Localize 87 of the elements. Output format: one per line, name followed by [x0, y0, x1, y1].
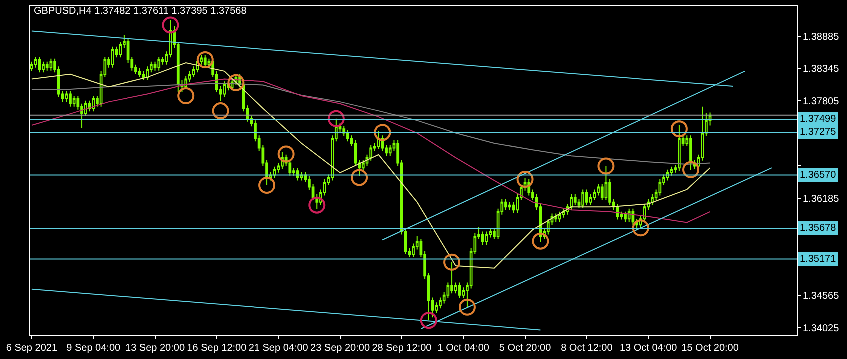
candlestick — [38, 56, 42, 74]
candlestick — [604, 166, 608, 202]
candlestick — [570, 194, 573, 211]
candlestick — [223, 81, 226, 98]
candlestick — [574, 194, 577, 206]
chart-title: GBPUSD,H4 1.37482 1.37611 1.37395 1.37568 — [34, 6, 248, 17]
ref-line-label: 1.35678 — [800, 223, 837, 234]
candlestick — [146, 66, 149, 81]
x-tick-label: 6 Sep 2021 — [6, 343, 58, 354]
x-tick-label: 1 Oct 04:00 — [438, 343, 490, 354]
point — [212, 102, 230, 120]
y-tick-label: 1.38885 — [803, 32, 840, 43]
x-tick-label: 15 Oct 20:00 — [682, 343, 740, 354]
point — [258, 177, 276, 194]
candlestick — [582, 189, 585, 209]
x-tick-label: 5 Oct 20:00 — [499, 343, 552, 354]
candlestick — [42, 61, 45, 74]
candlestick — [670, 166, 674, 176]
candlestick — [154, 61, 157, 72]
candlestick — [586, 189, 588, 206]
candlestick — [138, 68, 142, 78]
point — [458, 298, 476, 316]
point — [532, 232, 550, 250]
ref-line-label: 1.37275 — [800, 127, 837, 138]
candlestick — [46, 61, 49, 72]
candlestick — [485, 231, 488, 246]
x-tick-label: 9 Sep 04:00 — [66, 343, 122, 354]
candlestick — [508, 202, 512, 211]
point — [374, 124, 392, 142]
x-tick-label: 28 Sep 12:00 — [372, 343, 432, 354]
candlestick — [111, 46, 114, 68]
point — [162, 16, 180, 34]
candlestick — [554, 213, 558, 223]
candlestick — [65, 90, 68, 103]
candlestick — [34, 56, 38, 68]
point — [228, 74, 245, 92]
y-tick-label: 1.38345 — [803, 64, 840, 76]
point — [351, 169, 368, 186]
x-tick-label: 21 Sep 04:00 — [248, 343, 309, 354]
point — [308, 196, 326, 214]
candlestick — [628, 208, 631, 223]
candlestick — [142, 70, 146, 81]
candlestick — [504, 198, 508, 211]
point — [278, 146, 295, 163]
candlestick — [204, 54, 207, 68]
point — [178, 88, 195, 105]
candlestick — [50, 58, 53, 72]
candlestick — [200, 54, 203, 66]
point — [420, 312, 438, 330]
point — [516, 171, 534, 188]
ref-line-label: 1.37499 — [800, 114, 837, 125]
candlestick — [296, 168, 300, 182]
candlestick — [624, 211, 627, 223]
y-tick-label: 1.34565 — [803, 291, 840, 302]
point — [328, 110, 345, 128]
candlestick — [158, 56, 161, 72]
candlestick — [458, 282, 462, 299]
candlestick — [558, 211, 562, 223]
x-tick-label: 23 Sep 20:00 — [310, 343, 370, 354]
candlestick — [72, 96, 76, 108]
point — [632, 220, 650, 237]
ref-line-label: 1.36570 — [800, 170, 837, 181]
ref-line-label: 1.35171 — [800, 254, 837, 265]
candlestick — [562, 208, 566, 218]
candlestick — [346, 130, 350, 142]
candlestick — [690, 135, 692, 171]
y-tick-label: 1.36185 — [803, 194, 840, 205]
candlestick — [435, 302, 438, 314]
candlestick — [388, 144, 392, 157]
point — [444, 254, 461, 271]
x-tick-label: 13 Sep 20:00 — [126, 343, 186, 354]
point — [598, 158, 615, 175]
point — [670, 120, 688, 138]
x-tick-label: 13 Oct 04:00 — [620, 343, 678, 354]
candlestick — [678, 124, 681, 172]
y-tick-label: 1.37805 — [803, 96, 840, 108]
line-series — [31, 78, 711, 224]
y-tick-label: 1.34025 — [803, 324, 840, 335]
point — [196, 52, 214, 69]
candlestick — [481, 231, 484, 246]
x-tick-label: 16 Sep 12:00 — [187, 343, 248, 354]
candlestick — [30, 61, 34, 72]
candlestick — [69, 90, 72, 108]
point — [682, 161, 700, 178]
x-tick-label: 8 Oct 12:00 — [561, 343, 614, 354]
candlestick — [597, 184, 600, 196]
candlestick — [450, 262, 454, 294]
